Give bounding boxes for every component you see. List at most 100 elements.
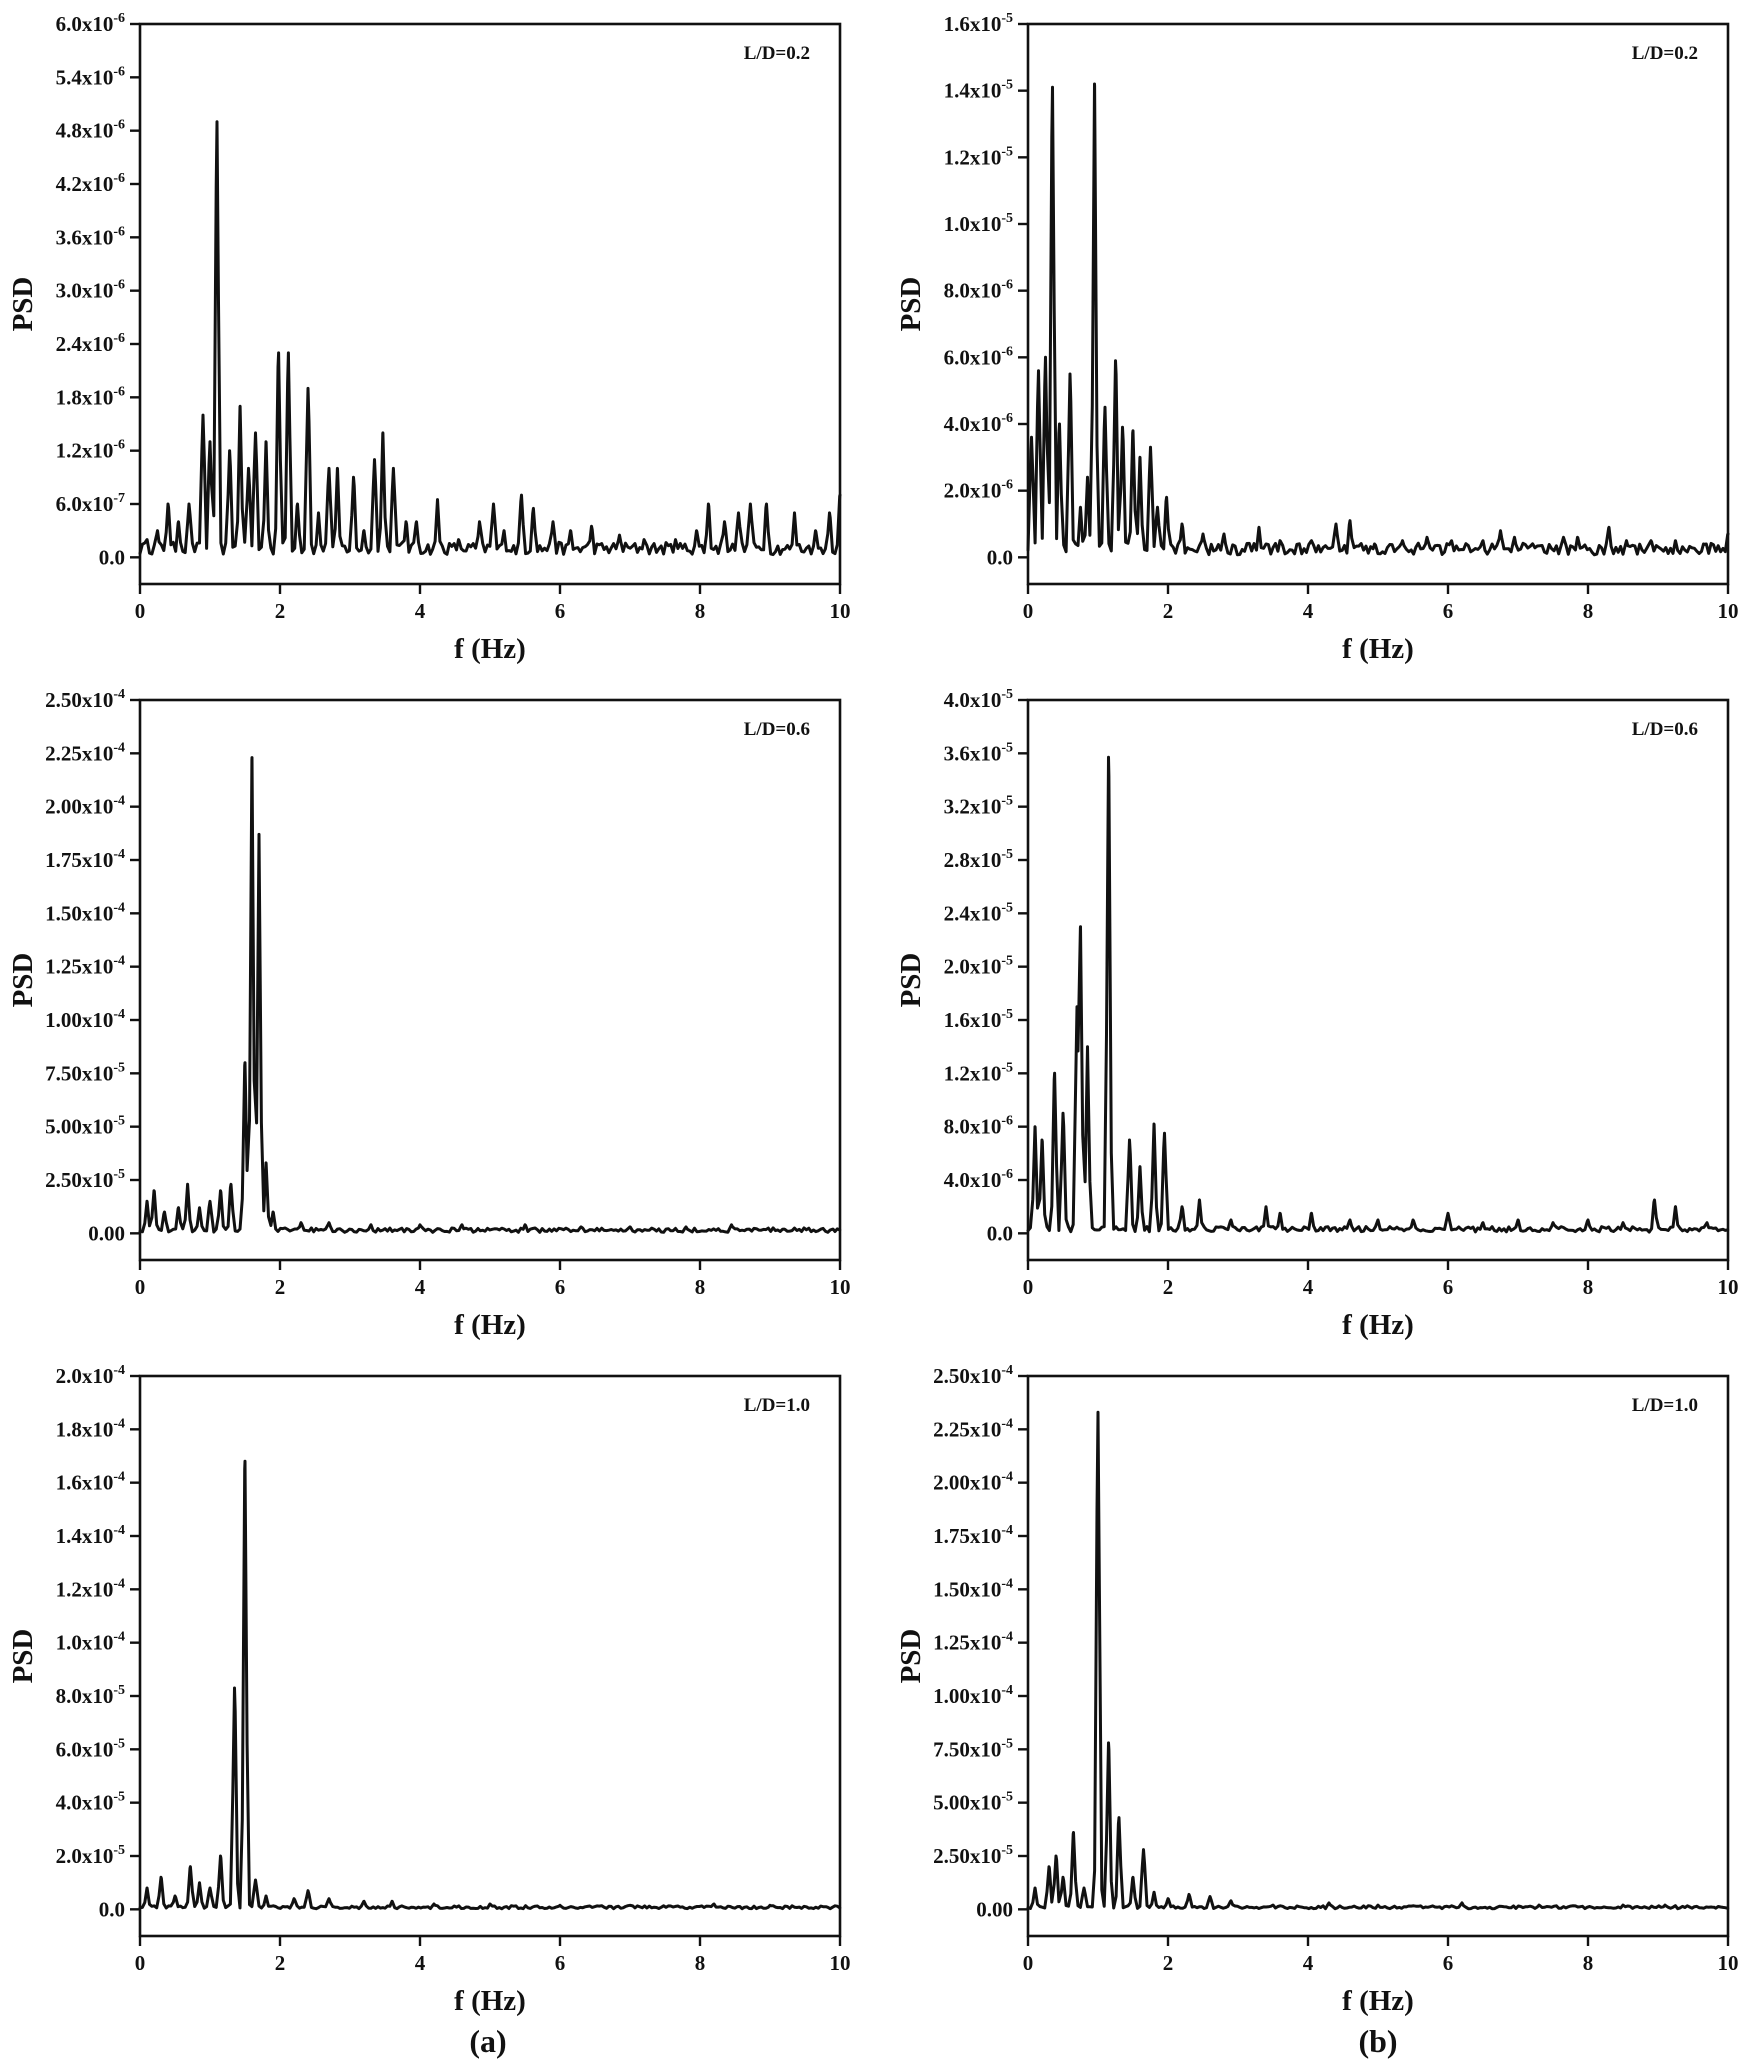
x-tick-label: 0: [135, 599, 146, 623]
x-tick-label: 8: [1583, 599, 1594, 623]
x-axis-label: f (Hz): [1342, 633, 1414, 665]
x-tick-label: 8: [1583, 1951, 1594, 1975]
y-tick-label: 2.25x10-4: [933, 1416, 1013, 1441]
y-tick-label: 1.50x10-4: [933, 1576, 1013, 1601]
y-tick-label: 1.6x10-5: [944, 1007, 1013, 1032]
y-tick-label: 0.0: [987, 545, 1013, 569]
y-tick-label: 1.2x10-5: [944, 144, 1013, 169]
y-tick-label: 5.4x10-6: [56, 64, 125, 89]
y-tick-label: 2.8x10-5: [944, 847, 1013, 872]
y-tick-label: 4.0x10-6: [944, 411, 1013, 436]
x-tick-label: 8: [695, 599, 706, 623]
y-tick-label: 1.00x10-4: [933, 1683, 1013, 1708]
psd-series-line: [138, 756, 842, 1234]
y-tick-label: 2.4x10-5: [944, 900, 1013, 925]
y-tick-label: 1.50x10-4: [45, 900, 125, 925]
psd-chart-b-3: 0.00 2.50x10-5 5.00x10-5 7.50x10-5 1.00x10-4…: [895, 1363, 1739, 2017]
y-tick-label: 1.2x10-5: [944, 1060, 1013, 1085]
y-tick-label: 2.50x10-5: [45, 1167, 125, 1192]
y-tick-label: 0.0: [987, 1221, 1013, 1245]
x-tick-label: 10: [1718, 1951, 1739, 1975]
y-tick-label: 0.0: [99, 545, 125, 569]
y-tick-label: 4.0x10-6: [944, 1167, 1013, 1192]
x-tick-label: 8: [695, 1275, 706, 1299]
y-tick-label: 2.0x10-4: [56, 1363, 125, 1388]
plot-frame: [138, 22, 842, 586]
x-tick-label: 10: [1718, 1275, 1739, 1299]
y-tick-label: 4.8x10-6: [56, 118, 125, 143]
ld-ratio-annotation: L/D=1.0: [1632, 1395, 1698, 1416]
y-tick-label: 1.4x10-4: [56, 1523, 125, 1548]
y-tick-label: 6.0x10-6: [944, 344, 1013, 369]
x-tick-label: 4: [1303, 599, 1314, 623]
y-tick-label: 0.0: [99, 1897, 125, 1921]
y-tick-label: 1.00x10-4: [45, 1007, 125, 1032]
y-tick-label: 1.0x10-4: [56, 1630, 125, 1655]
y-tick-label: 2.0x10-6: [944, 478, 1013, 503]
y-tick-label: 1.25x10-4: [45, 954, 125, 979]
y-tick-label: 2.50x10-4: [45, 687, 125, 712]
x-axis-label: f (Hz): [454, 1985, 526, 2017]
y-tick-label: 1.6x10-4: [56, 1470, 125, 1495]
y-axis-label: PSD: [7, 277, 39, 332]
x-axis-label: f (Hz): [454, 1309, 526, 1341]
psd-series-line: [138, 1459, 842, 1911]
plot-frame: [1026, 1374, 1730, 1938]
psd-chart-b-2: 0.0 4.0x10-6 8.0x10-6 1.2x10-5 1.6x10-5 2.0x1…: [895, 687, 1739, 1341]
y-tick-label: 5.00x10-5: [933, 1790, 1013, 1815]
x-tick-label: 10: [830, 1275, 851, 1299]
y-tick-label: 4.0x10-5: [944, 687, 1013, 712]
y-tick-label: 0.00: [976, 1897, 1013, 1921]
y-tick-label: 3.6x10-6: [56, 224, 125, 249]
y-tick-label: 1.6x10-5: [944, 11, 1013, 36]
psd-chart-b-1: 0.0 2.0x10-6 4.0x10-6 6.0x10-6 8.0x10-6 1.0x1…: [895, 11, 1739, 665]
column-label-a: (a): [469, 2023, 506, 2059]
x-tick-label: 6: [1443, 599, 1454, 623]
x-tick-label: 0: [135, 1275, 146, 1299]
x-tick-label: 10: [830, 599, 851, 623]
x-tick-label: 6: [555, 1275, 566, 1299]
x-axis-label: f (Hz): [454, 633, 526, 665]
x-tick-label: 0: [1023, 1951, 1034, 1975]
psd-chart-a-3: 0.0 2.0x10-5 4.0x10-5 6.0x10-5 8.0x10-5 1.0x1…: [7, 1363, 851, 2017]
x-tick-label: 2: [1163, 599, 1174, 623]
y-tick-label: 2.25x10-4: [45, 740, 125, 765]
x-tick-label: 2: [1163, 1951, 1174, 1975]
y-tick-label: 1.25x10-4: [933, 1630, 1013, 1655]
y-tick-label: 8.0x10-6: [944, 1114, 1013, 1139]
y-tick-label: 2.50x10-4: [933, 1363, 1013, 1388]
psd-series-line: [1026, 1410, 1730, 1911]
psd-series-line: [138, 120, 842, 557]
psd-series-line: [1026, 82, 1730, 557]
x-tick-label: 8: [1583, 1275, 1594, 1299]
ld-ratio-annotation: L/D=1.0: [744, 1395, 810, 1416]
psd-chart-a-2: 0.00 2.50x10-5 5.00x10-5 7.50x10-5 1.00x10-4…: [7, 687, 851, 1341]
x-tick-label: 4: [415, 599, 426, 623]
y-tick-label: 7.50x10-5: [45, 1060, 125, 1085]
ld-ratio-annotation: L/D=0.2: [744, 43, 810, 64]
x-tick-label: 2: [1163, 1275, 1174, 1299]
y-tick-label: 6.0x10-7: [56, 491, 125, 516]
x-tick-label: 0: [135, 1951, 146, 1975]
y-tick-label: 0.00: [88, 1221, 125, 1245]
y-tick-label: 6.0x10-5: [56, 1736, 125, 1761]
y-tick-label: 2.00x10-4: [45, 794, 125, 819]
x-tick-label: 0: [1023, 599, 1034, 623]
column-label-b: (b): [1358, 2023, 1397, 2059]
x-tick-label: 2: [275, 599, 286, 623]
y-tick-label: 5.00x10-5: [45, 1114, 125, 1139]
x-tick-label: 0: [1023, 1275, 1034, 1299]
y-tick-label: 6.0x10-6: [56, 11, 125, 36]
y-tick-label: 1.2x10-4: [56, 1576, 125, 1601]
y-axis-label: PSD: [895, 277, 927, 332]
x-axis-label: f (Hz): [1342, 1309, 1414, 1341]
y-tick-label: 1.2x10-6: [56, 438, 125, 463]
y-axis-label: PSD: [895, 953, 927, 1008]
y-axis-label: PSD: [7, 1629, 39, 1684]
x-tick-label: 6: [555, 599, 566, 623]
y-tick-label: 3.0x10-6: [56, 278, 125, 303]
y-axis-label: PSD: [7, 953, 39, 1008]
y-tick-label: 8.0x10-6: [944, 278, 1013, 303]
chart-panels: 0.0 6.0x10-7 1.2x10-6 1.8x10-6 2.4x10-6 3.0x1…: [7, 11, 1739, 2017]
